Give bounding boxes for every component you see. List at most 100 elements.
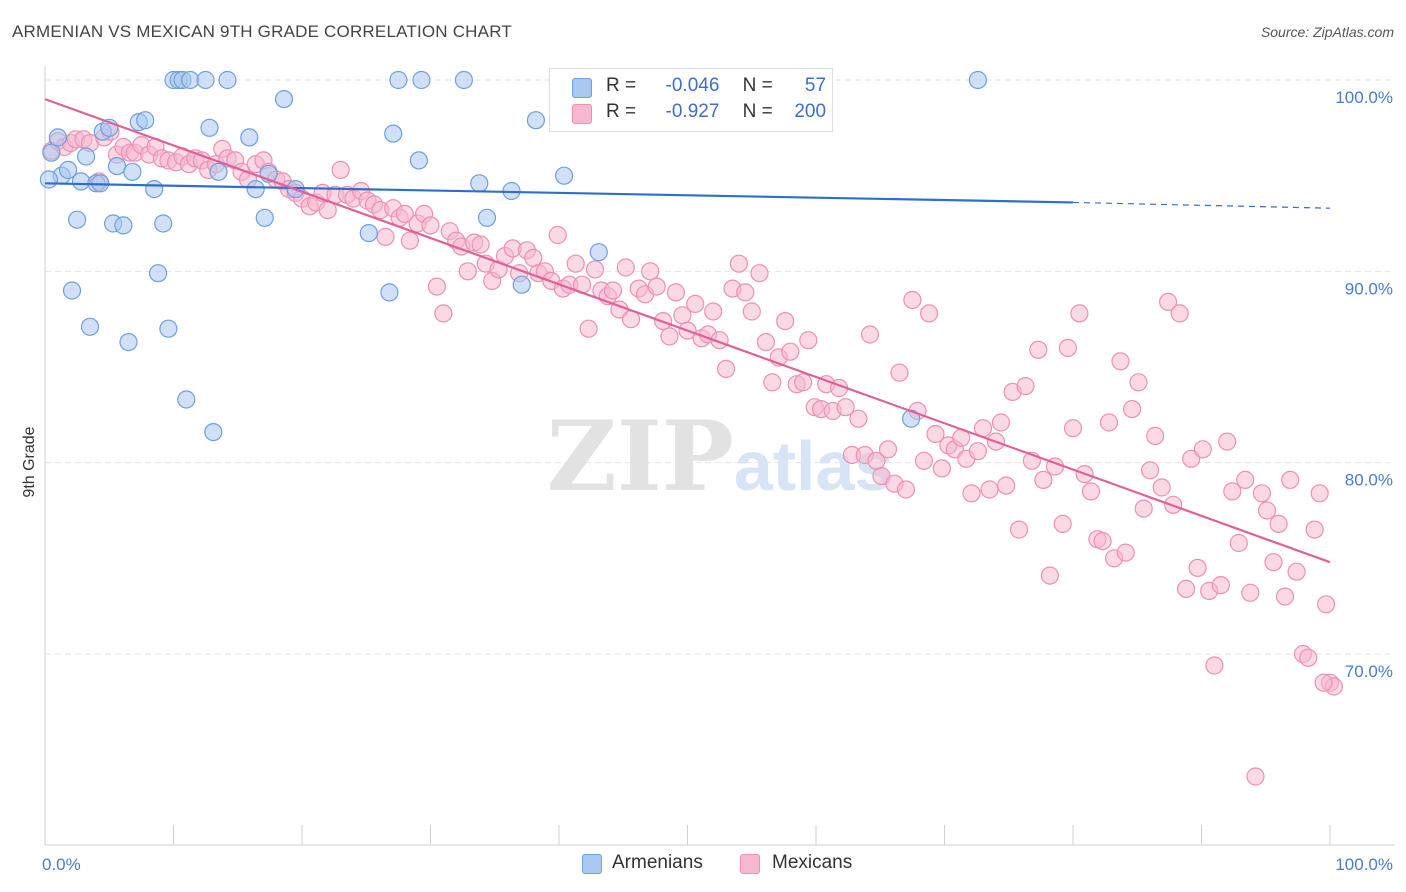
armenians-point [209, 162, 228, 181]
mexicans-point [686, 294, 705, 313]
mexicans-point [660, 327, 679, 346]
mexicans-point [997, 476, 1016, 495]
mexicans-point [896, 480, 916, 499]
mexicans-point [1236, 470, 1255, 489]
mexicans-point [579, 319, 598, 338]
armenians-point [159, 319, 178, 338]
mexicans-point [1205, 656, 1224, 675]
armenians-point [589, 243, 608, 262]
mexicans-point [799, 331, 818, 350]
mexicans-point [1275, 587, 1295, 606]
armenians-point [177, 390, 196, 409]
mexicans-point [736, 283, 755, 302]
armenians-point [409, 151, 428, 170]
mexicans-point [860, 325, 880, 344]
armenians-point [526, 111, 546, 130]
armenians-points [39, 70, 988, 442]
watermark: ZIPatlas [547, 400, 894, 513]
armenians-point [196, 70, 215, 90]
mexicans-point [1058, 338, 1078, 357]
mexicans-point [1257, 501, 1277, 520]
mexicans-legend-label: Mexicans [772, 852, 853, 873]
y-tick-label: 100.0% [1335, 88, 1393, 107]
mexicans-point [919, 304, 939, 323]
mexicans-point [1281, 470, 1300, 489]
mexicans-point [400, 231, 419, 250]
armenians-n-label: N = [742, 75, 773, 96]
mexicans-point [524, 248, 543, 267]
mexicans-point [1053, 514, 1072, 534]
mexicans-point [1134, 499, 1153, 518]
mexicans-point [1176, 579, 1196, 599]
mexicans-point [1122, 400, 1142, 419]
armenians-point [145, 180, 164, 199]
mexicans-point [1093, 531, 1112, 551]
mexicans-point [548, 225, 567, 245]
mexicans-point [968, 442, 988, 461]
armenians-point [48, 128, 68, 147]
mexicans-point [932, 459, 952, 478]
mexicans-point [750, 264, 769, 283]
mexicans-point [1070, 304, 1089, 323]
mexicans-point [666, 283, 686, 302]
armenians-point [107, 157, 127, 176]
mexicans-point [1170, 304, 1189, 323]
mexicans-point [471, 235, 490, 254]
mexicans-point [331, 160, 350, 179]
mexicans-point [704, 302, 723, 321]
armenians-trend-extension [1072, 201, 1331, 209]
mexicans-point [1146, 426, 1165, 445]
armenians-point [380, 283, 399, 302]
mexicans-point [1287, 562, 1306, 581]
mexicans-point [1310, 484, 1329, 503]
mexicans-point [1158, 292, 1178, 311]
mexicans-point [836, 398, 855, 417]
bottom-legend-mexicans: Mexicans [740, 852, 852, 874]
armenians-point [454, 70, 473, 90]
mexicans-point [781, 342, 800, 361]
armenians-point [389, 70, 408, 90]
bottom-legend-armenians: Armenians [582, 852, 703, 874]
y-axis-label: 9th Grade [21, 426, 38, 497]
mexicans-point [1223, 482, 1242, 501]
armenians-point [477, 208, 497, 227]
mexicans-point [1129, 373, 1148, 392]
correlation-legend: R = -0.046 N = 57 R = -0.927 N = 200 [549, 68, 833, 132]
mexicans-point [890, 363, 909, 382]
mexicans-point [742, 302, 761, 321]
mexicans-point [1040, 566, 1060, 585]
armenians-point [200, 118, 219, 137]
mexicans-point [427, 277, 446, 296]
armenians-legend-label: Armenians [612, 852, 703, 873]
mexicans-point [1188, 558, 1207, 578]
armenians-point [123, 162, 142, 181]
armenians-r-label: R = [606, 75, 637, 96]
mexicans-point [458, 262, 477, 281]
y-tick-label: 70.0% [1345, 662, 1393, 681]
mexicans-point [1009, 520, 1029, 539]
mexicans-point [641, 262, 660, 281]
mexicans-point [878, 440, 898, 459]
armenians-point [58, 160, 78, 179]
armenians-point [246, 180, 265, 199]
mexicans-n-value: 200 [794, 101, 827, 122]
mexicans-point [1269, 514, 1288, 534]
armenians-swatch [572, 78, 592, 98]
armenians-point [255, 208, 274, 227]
armenians-point [384, 124, 403, 143]
mexicans-point [1316, 595, 1336, 614]
armenians-point [554, 166, 574, 185]
mexicans-point [729, 254, 749, 273]
mexicans-point [434, 304, 453, 323]
mexicans-point [1034, 470, 1053, 489]
armenians-point [240, 128, 259, 147]
armenians-point [149, 264, 168, 283]
mexicans-point [914, 451, 934, 470]
mexicans-trend-line [44, 98, 1331, 564]
armenians-n-value: 57 [804, 75, 827, 96]
mexicans-swatch [572, 104, 592, 124]
armenians-point [62, 281, 82, 300]
armenians-point [114, 216, 133, 235]
mexicans-point [776, 312, 795, 331]
mexicans-point [926, 424, 945, 444]
